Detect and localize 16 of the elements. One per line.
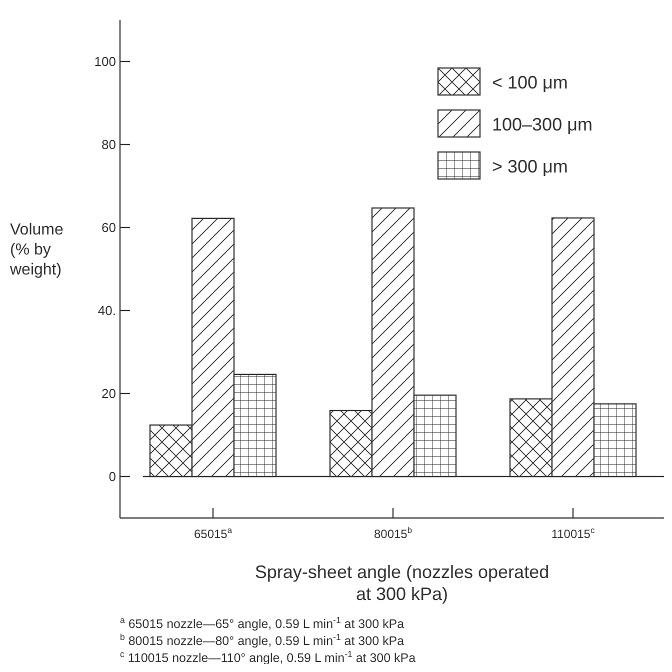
y-tick-label: 40. (98, 303, 116, 318)
legend-label: 100–300 μm (492, 114, 592, 134)
y-tick-label: 0 (108, 469, 116, 484)
y-tick-label: 100 (94, 54, 116, 70)
x-axis-title: Spray-sheet angle (nozzles operated at 300 kPa) (254, 562, 550, 604)
y-axis-title: Volume (% by weight) (9, 222, 64, 278)
x-tick-label: 110015$^{c}$ (551, 525, 595, 541)
x-tick-label: 80015$^{b}$ (374, 525, 412, 541)
y-tick-label: 80 (102, 137, 116, 152)
y-tick-label: 60 (102, 220, 116, 236)
legend-label: < 100 μm (492, 72, 568, 92)
legend-label: > 300 μm (492, 156, 568, 176)
x-tick-label: 65015$^{a}$ (194, 525, 232, 541)
text: $^{b}$ 80015 nozzle—80° angle, 0.59 L min$^{-1}$ at 300 kPa (120, 632, 404, 648)
text: $^{a}$ 65015 nozzle—65° angle, 0.59 L min$^{-1}$ at 300 kPa (120, 615, 404, 631)
y-tick-label: 20 (102, 386, 116, 402)
